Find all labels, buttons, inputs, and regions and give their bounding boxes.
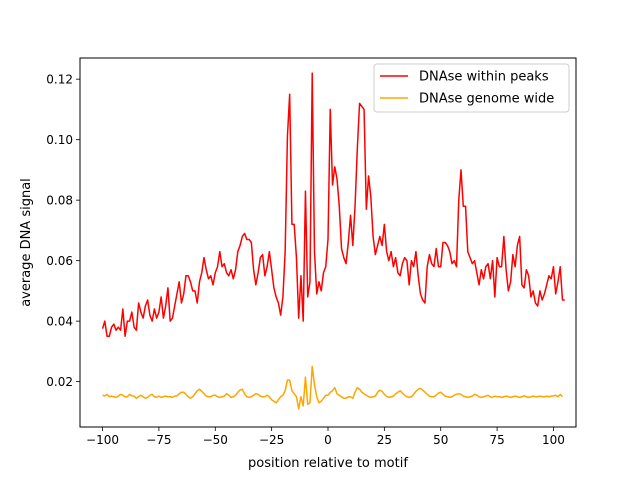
x-tick-label: −25	[259, 433, 284, 447]
x-tick-label: 25	[377, 433, 392, 447]
y-tick-label: 0.08	[46, 194, 73, 208]
legend-label-genome-wide: DNAse genome wide	[419, 92, 554, 107]
series-line-1	[102, 365, 564, 410]
series-line-0	[101, 72, 565, 338]
x-tick-label: −50	[203, 433, 228, 447]
x-tick-label: 75	[489, 433, 504, 447]
x-axis-label: position relative to motif	[248, 456, 408, 471]
x-tick-label: 0	[324, 433, 332, 447]
legend-box	[373, 63, 570, 113]
y-tick-label: 0.12	[46, 73, 73, 87]
y-tick-label: 0.04	[46, 315, 73, 329]
x-tick-label: −75	[146, 433, 171, 447]
x-axis: −100 −75 −50 −25 0 25 50 75 100	[86, 427, 565, 447]
y-axis-label: average DNA signal	[19, 178, 34, 307]
y-axis: 0.02 0.04 0.06 0.08 0.10 0.12	[46, 73, 80, 389]
x-tick-label: 50	[433, 433, 448, 447]
legend-label-within-peaks: DNAse within peaks	[419, 70, 549, 85]
series-layer	[101, 72, 565, 410]
x-tick-label: 100	[542, 433, 565, 447]
y-tick-label: 0.06	[46, 254, 73, 268]
y-tick-label: 0.10	[46, 133, 73, 147]
y-tick-label: 0.02	[46, 375, 73, 389]
legend: DNAse within peaks DNAse genome wide	[373, 63, 570, 113]
x-tick-label: −100	[86, 433, 119, 447]
